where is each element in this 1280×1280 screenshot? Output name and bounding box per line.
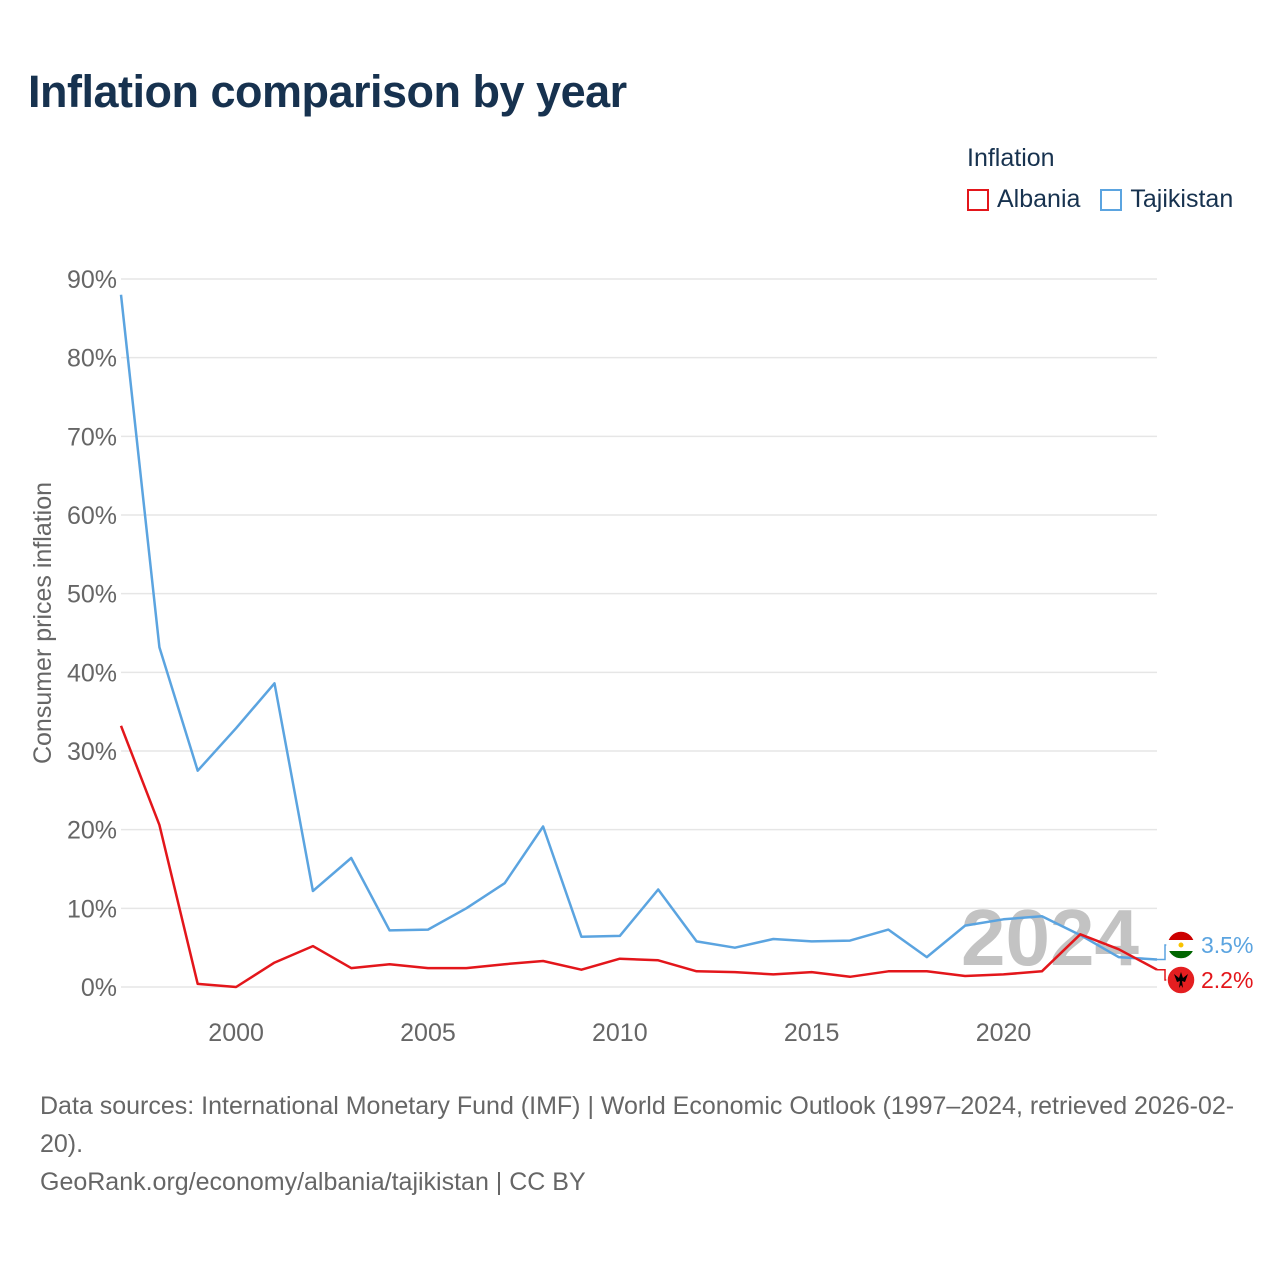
- legend: Albania Tajikistan: [967, 185, 1253, 214]
- x-tick-label: 2015: [784, 1019, 840, 1047]
- footer: Data sources: International Monetary Fun…: [40, 1087, 1250, 1201]
- albania-flag-icon: [1166, 965, 1196, 995]
- tajikistan-flag-icon: [1166, 930, 1196, 960]
- x-tick-label: 2010: [592, 1019, 648, 1047]
- legend-label-tajikistan: Tajikistan: [1130, 185, 1234, 213]
- legend-swatch-tajikistan: [1100, 188, 1123, 211]
- x-tick-label: 2020: [976, 1019, 1032, 1047]
- legend-title: Inflation: [967, 144, 1055, 172]
- x-tick-label: 2000: [208, 1019, 264, 1047]
- legend-item-albania[interactable]: Albania: [967, 185, 1080, 214]
- y-axis-label: Consumer prices inflation: [29, 482, 57, 764]
- series-line-albania[interactable]: [119, 725, 1158, 989]
- y-tick-label: 10%: [67, 895, 117, 923]
- data-sources: Data sources: International Monetary Fun…: [40, 1092, 1235, 1158]
- chart-title: Inflation comparison by year: [28, 66, 627, 117]
- y-tick-label: 90%: [67, 266, 117, 294]
- y-tick-label: 0%: [81, 974, 117, 1002]
- tajikistan-end-value: 3.5%: [1201, 932, 1253, 958]
- y-tick-label: 60%: [67, 502, 117, 530]
- y-tick-label: 50%: [67, 581, 117, 609]
- y-tick-label: 30%: [67, 738, 117, 766]
- y-tick-label: 70%: [67, 423, 117, 451]
- y-tick-label: 40%: [67, 659, 117, 687]
- series-line-tajikistan[interactable]: [119, 294, 1158, 961]
- y-tick-label: 20%: [67, 817, 117, 845]
- legend-swatch-albania: [967, 188, 989, 211]
- line-chart: 0% 10% 20% 30% 40% 50% 60% 70% 80% 90% 2000 2005 20…: [29, 266, 1253, 1047]
- albania-end-value: 2.2%: [1201, 967, 1253, 993]
- legend-label-albania: Albania: [997, 185, 1081, 213]
- x-tick-label: 2005: [400, 1019, 456, 1047]
- credit-link[interactable]: GeoRank.org/economy/albania/tajikistan |…: [40, 1168, 586, 1196]
- legend-item-tajikistan[interactable]: Tajikistan: [1100, 185, 1233, 214]
- y-tick-label: 80%: [67, 345, 117, 373]
- year-watermark: 2024: [961, 893, 1139, 982]
